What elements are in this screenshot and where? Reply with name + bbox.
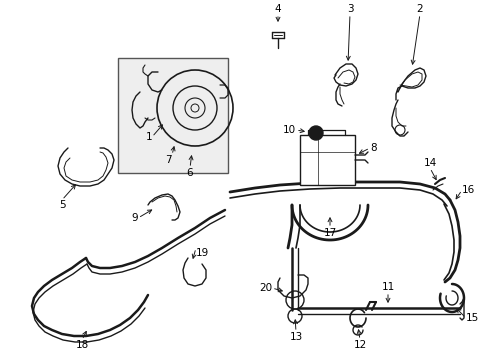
Text: 10: 10 xyxy=(282,125,295,135)
Text: 4: 4 xyxy=(274,4,281,14)
Text: 11: 11 xyxy=(381,282,394,292)
Text: 17: 17 xyxy=(323,228,336,238)
Text: 20: 20 xyxy=(258,283,271,293)
Text: 12: 12 xyxy=(353,340,366,350)
Text: 5: 5 xyxy=(59,200,65,210)
Text: 3: 3 xyxy=(346,4,353,14)
Text: 16: 16 xyxy=(461,185,474,195)
Text: 8: 8 xyxy=(369,143,376,153)
Text: 18: 18 xyxy=(75,340,88,350)
Text: 15: 15 xyxy=(465,313,478,323)
Text: 13: 13 xyxy=(289,332,302,342)
Text: 7: 7 xyxy=(165,155,172,165)
Text: 1: 1 xyxy=(145,132,152,142)
Bar xyxy=(118,58,227,173)
Text: 9: 9 xyxy=(131,213,138,223)
Text: 6: 6 xyxy=(186,168,193,178)
Text: 14: 14 xyxy=(423,158,436,168)
Circle shape xyxy=(308,126,323,140)
Bar xyxy=(299,135,354,185)
Text: 19: 19 xyxy=(196,248,209,258)
Text: 2: 2 xyxy=(416,4,423,14)
